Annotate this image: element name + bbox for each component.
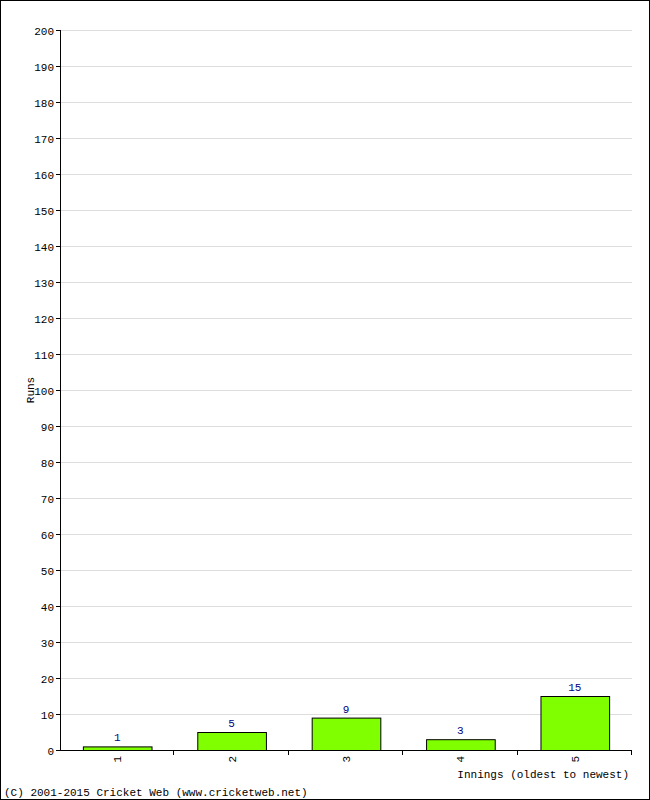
bar — [427, 740, 496, 750]
y-tick-label: 150 — [34, 206, 54, 218]
x-tick-label: 2 — [227, 756, 239, 763]
y-tick-label: 40 — [41, 602, 54, 614]
y-tick-label: 50 — [41, 566, 54, 578]
y-tick-label: 100 — [34, 386, 54, 398]
credit: (C) 2001-2015 Cricket Web (www.cricketwe… — [4, 787, 308, 799]
x-tick-label: 1 — [112, 756, 124, 763]
y-tick — [56, 138, 60, 139]
y-tick-label: 110 — [34, 350, 54, 362]
y-tick-label: 120 — [34, 314, 54, 326]
y-tick — [56, 210, 60, 211]
x-tick — [402, 750, 403, 755]
bar — [312, 718, 381, 750]
y-tick — [56, 246, 60, 247]
grid-line — [60, 678, 632, 679]
x-tick — [173, 750, 174, 755]
y-tick — [56, 606, 60, 607]
grid-line — [60, 534, 632, 535]
x-tick-label: 5 — [570, 756, 582, 763]
y-tick-label: 160 — [34, 170, 54, 182]
y-tick-label: 130 — [34, 278, 54, 290]
y-tick — [56, 462, 60, 463]
x-tick — [631, 750, 632, 755]
data-label: 9 — [343, 704, 350, 716]
y-tick-label: 170 — [34, 134, 54, 146]
y-axis — [60, 30, 61, 750]
y-tick-label: 10 — [41, 710, 54, 722]
chart: 0 10 20 30 40 50 60 70 80 90 100 110 120 130 140 150 160… — [0, 0, 650, 800]
grid-line — [60, 174, 632, 175]
y-tick — [56, 174, 60, 175]
y-tick — [56, 426, 60, 427]
y-tick-label: 190 — [34, 62, 54, 74]
grid-line — [60, 318, 632, 319]
y-tick-label: 80 — [41, 458, 54, 470]
y-tick — [56, 498, 60, 499]
grid-line — [60, 642, 632, 643]
x-tick-label: 4 — [455, 756, 467, 763]
y-tick — [56, 354, 60, 355]
grid-line — [60, 282, 632, 283]
grid-line — [60, 498, 632, 499]
y-tick-label: 70 — [41, 494, 54, 506]
y-tick — [56, 102, 60, 103]
grid-line — [60, 606, 632, 607]
y-tick-label: 90 — [41, 422, 54, 434]
grid-line — [60, 210, 632, 211]
x-tick — [517, 750, 518, 755]
y-tick-label: 20 — [41, 674, 54, 686]
y-tick-label: 60 — [41, 530, 54, 542]
y-tick-label: 30 — [41, 638, 54, 650]
data-label: 1 — [114, 732, 121, 744]
y-tick — [56, 570, 60, 571]
grid-line — [60, 30, 632, 31]
grid-line — [60, 570, 632, 571]
y-tick — [56, 678, 60, 679]
bars — [83, 697, 609, 751]
grid-line — [60, 462, 632, 463]
grid-line — [60, 426, 632, 427]
y-tick — [56, 390, 60, 391]
frame — [1, 1, 650, 800]
y-axis-label: Runs — [25, 377, 37, 403]
y-tick — [56, 318, 60, 319]
grid-line — [60, 354, 632, 355]
grid-line — [60, 138, 632, 139]
y-tick — [56, 66, 60, 67]
y-tick — [56, 750, 60, 751]
x-axis-label: Innings (oldest to newest) — [457, 769, 629, 781]
y-tick — [56, 534, 60, 535]
grid-line — [60, 750, 632, 751]
grid-line — [60, 102, 632, 103]
x-axis — [60, 750, 632, 751]
bar — [198, 733, 267, 751]
y-tick-label: 0 — [47, 746, 54, 758]
bar — [541, 697, 610, 751]
y-tick — [56, 282, 60, 283]
y-tick-label: 140 — [34, 242, 54, 254]
bar — [83, 747, 152, 750]
grid-line — [60, 390, 632, 391]
data-label: 15 — [568, 682, 581, 694]
data-label: 5 — [228, 718, 235, 730]
y-tick — [56, 30, 60, 31]
grid-line — [60, 246, 632, 247]
y-tick-label: 200 — [34, 26, 54, 38]
y-tick-label: 180 — [34, 98, 54, 110]
y-tick — [56, 714, 60, 715]
x-tick — [288, 750, 289, 755]
x-tick-label: 3 — [341, 756, 353, 763]
y-tick — [56, 642, 60, 643]
grid-line — [60, 66, 632, 67]
data-label: 3 — [457, 725, 464, 737]
